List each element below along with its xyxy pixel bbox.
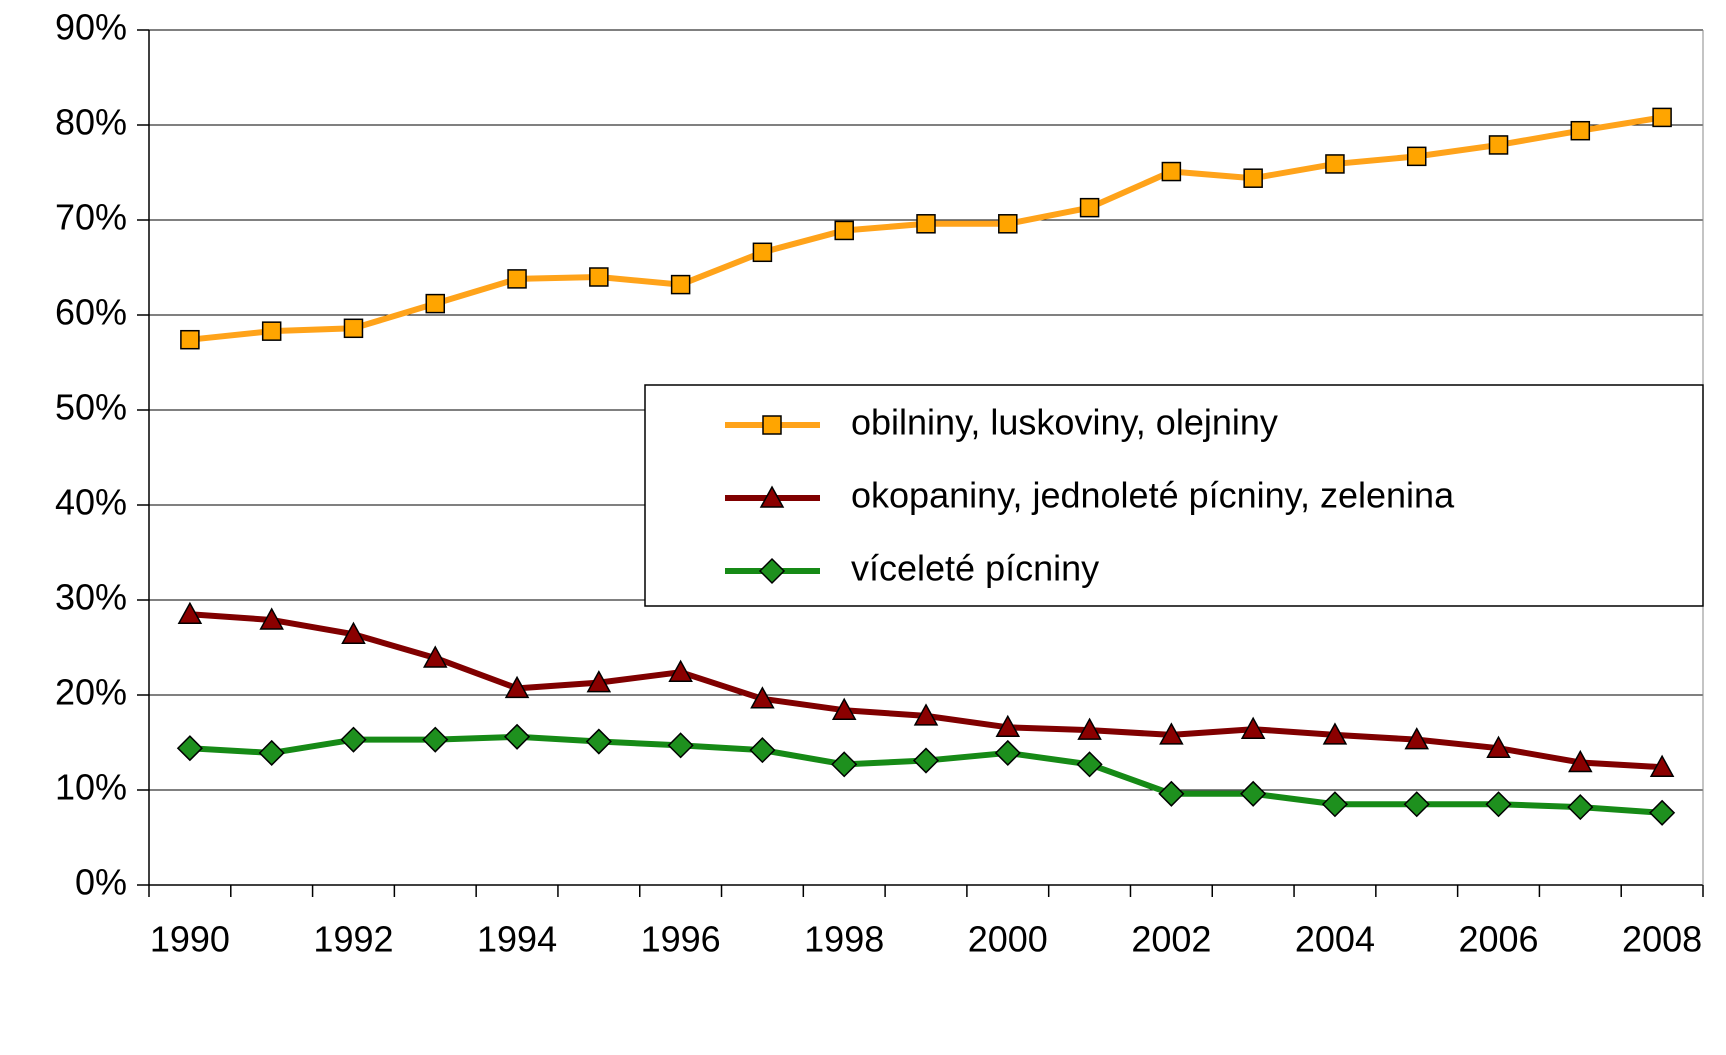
marker [1321, 791, 1349, 818]
y-tick-label: 0% [75, 862, 127, 903]
marker [589, 267, 609, 287]
marker [1158, 780, 1185, 807]
marker [343, 318, 364, 339]
marker [425, 293, 446, 314]
y-tick-label: 90% [55, 7, 127, 48]
marker [750, 686, 775, 709]
marker [1325, 154, 1345, 174]
x-tick-label: 2004 [1295, 919, 1375, 960]
marker [1568, 749, 1593, 773]
marker [176, 735, 203, 762]
marker [503, 723, 531, 750]
x-tick-label: 1996 [641, 919, 721, 960]
y-tick-label: 60% [55, 292, 127, 333]
marker [831, 751, 858, 778]
marker [177, 601, 203, 624]
marker [585, 728, 612, 755]
y-tick-label: 20% [55, 672, 127, 713]
marker [504, 675, 530, 699]
marker [1077, 717, 1102, 740]
marker [916, 214, 936, 234]
marker [1488, 135, 1509, 155]
marker [1161, 161, 1182, 182]
marker [1567, 794, 1594, 821]
marker [667, 732, 694, 759]
marker [340, 726, 367, 753]
marker [259, 607, 284, 630]
marker [912, 747, 940, 774]
legend-box [644, 384, 1704, 607]
marker [1649, 754, 1675, 777]
legend-marker [758, 557, 786, 585]
marker [422, 726, 449, 753]
x-tick-label: 1994 [477, 919, 557, 960]
series-line [189, 611, 1663, 771]
marker [668, 659, 693, 682]
marker [422, 645, 448, 668]
y-tick-label: 70% [55, 197, 127, 238]
marker [1406, 146, 1427, 167]
marker [1649, 799, 1676, 826]
marker [1240, 716, 1266, 739]
marker [180, 329, 200, 350]
y-tick-label: 30% [55, 577, 127, 618]
marker [1486, 735, 1511, 758]
marker [1652, 107, 1672, 128]
marker [1485, 791, 1512, 818]
marker [1403, 791, 1430, 818]
x-tick-label: 1990 [150, 919, 230, 960]
marker [586, 670, 612, 693]
y-tick-label: 10% [55, 767, 127, 808]
marker [1570, 120, 1591, 141]
marker [749, 737, 776, 764]
marker [1076, 751, 1103, 778]
marker [1243, 168, 1263, 188]
marker [341, 621, 366, 644]
marker [1240, 780, 1267, 807]
marker [1404, 727, 1430, 750]
y-tick-label: 50% [55, 387, 127, 428]
legend-marker [759, 485, 785, 508]
y-tick-label: 80% [55, 102, 127, 143]
x-tick-label: 1998 [804, 919, 884, 960]
marker [1079, 197, 1100, 218]
x-tick-label: 2002 [1131, 919, 1211, 960]
marker [752, 242, 773, 263]
marker [670, 274, 691, 295]
legend: obilniny, luskoviny, olejniny okopaniny, … [644, 384, 1704, 607]
marker [834, 220, 854, 241]
marker [994, 739, 1021, 767]
marker [1322, 722, 1348, 745]
x-tick-label: 1992 [313, 919, 393, 960]
marker [258, 739, 285, 767]
x-tick-label: 2000 [968, 919, 1048, 960]
marker [507, 269, 527, 289]
marker [995, 714, 1021, 738]
marker [998, 214, 1018, 234]
marker [831, 697, 857, 720]
x-tick-label: 2006 [1458, 919, 1538, 960]
legend-label: obilniny, luskoviny, olejniny [851, 402, 1278, 443]
y-tick-label: 40% [55, 482, 127, 523]
marker [913, 703, 939, 726]
legend-label: víceleté pícniny [851, 548, 1099, 589]
marker [261, 321, 282, 341]
legend-marker [762, 415, 782, 435]
x-tick-label: 2008 [1622, 919, 1702, 960]
legend-label: okopaniny, jednoleté pícniny, zelenina [851, 475, 1455, 516]
marker [1159, 722, 1184, 745]
